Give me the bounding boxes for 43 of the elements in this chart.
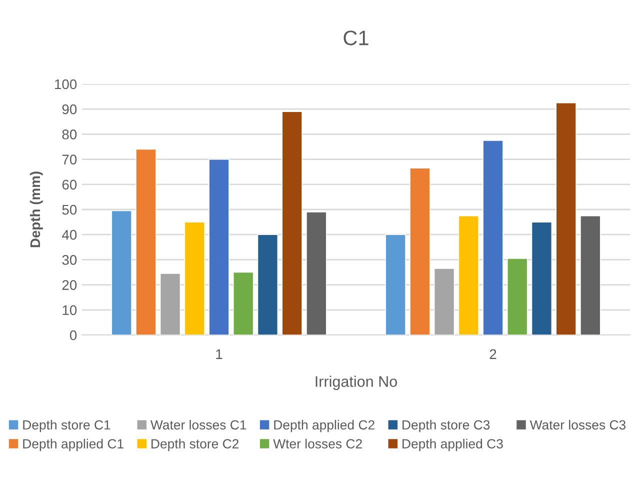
- bar: [257, 234, 278, 335]
- y-tick-label: 10: [62, 305, 77, 316]
- bar: [160, 273, 181, 335]
- bar: [111, 210, 132, 335]
- bar: [184, 222, 206, 335]
- x-tick-label: 2: [490, 349, 496, 359]
- bar: [306, 212, 327, 335]
- chart-title: C1: [344, 30, 368, 46]
- y-tick-label: 40: [62, 230, 77, 240]
- y-tick-label: 60: [62, 180, 77, 190]
- y-tick-label: 20: [62, 280, 77, 290]
- bar: [580, 215, 601, 335]
- legend-label: Water losses C1: [150, 420, 246, 430]
- bar: [232, 272, 254, 335]
- bar: [506, 258, 528, 335]
- bar: [282, 111, 302, 335]
- legend-label: Depth store C3: [402, 420, 490, 432]
- legend-label: Depth store C2: [152, 438, 239, 452]
- y-tick-label: 0: [70, 330, 77, 340]
- legend-label: Depth applied C1: [23, 438, 124, 452]
- bar: [434, 268, 455, 335]
- bar: [556, 102, 576, 335]
- y-tick-label: 80: [62, 130, 77, 140]
- legend-label: Depth store C1: [23, 420, 110, 432]
- y-tick-label: 100: [55, 79, 77, 90]
- y-tick-label: 50: [62, 204, 77, 215]
- x-tick-label: 1: [216, 349, 222, 359]
- legend-label: Depth applied C3: [402, 438, 503, 452]
- y-tick-label: 90: [62, 104, 77, 114]
- bar: [385, 234, 406, 335]
- x-axis-title: Irrigation No: [316, 376, 397, 390]
- bar: [531, 222, 552, 335]
- y-tick-label: 70: [62, 154, 77, 164]
- legend-label: Water losses C3: [530, 420, 626, 430]
- bar: [136, 148, 156, 335]
- bar: [458, 215, 480, 335]
- bar: [208, 158, 230, 335]
- legend-label: Wter losses C2: [273, 438, 362, 448]
- bar: [410, 168, 430, 335]
- y-tick-label: 30: [62, 255, 77, 265]
- y-axis-title: Depth (mm): [30, 172, 43, 248]
- legend-label: Depth applied C2: [274, 420, 374, 432]
- bar: [482, 140, 504, 335]
